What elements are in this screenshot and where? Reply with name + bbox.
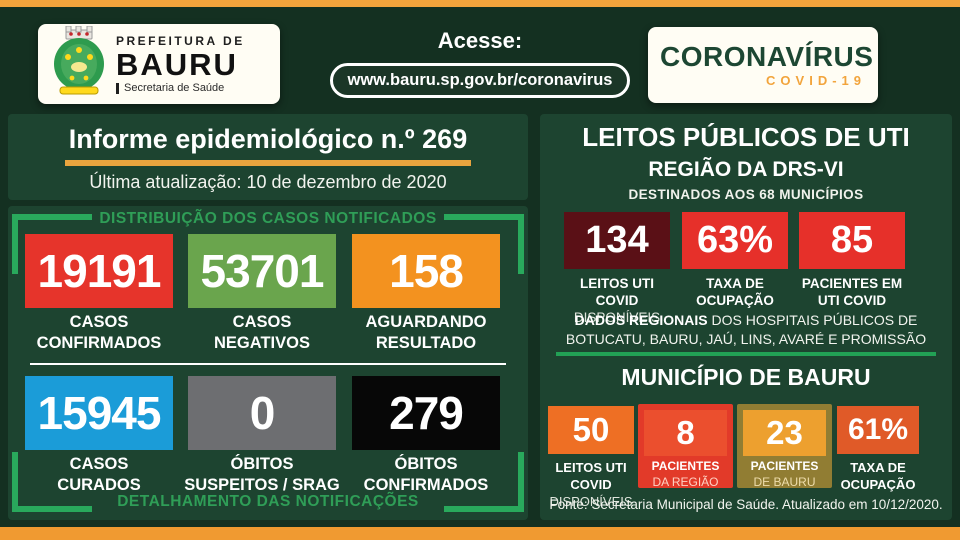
stat-confirmed-deaths-label: ÓBITOS CONFIRMADOS [363,455,489,495]
region-beds-available-label: LEITOS UTI COVID DISPONÍVEIS [573,276,661,325]
cases-divider-line [30,363,506,365]
coronavirus-url-link[interactable]: www.bauru.sp.gov.br/coronavirus [329,63,631,98]
bottom-accent-bar [0,527,960,540]
region-beds-available-value: 134 [564,212,670,269]
icu-divider-line [556,352,936,356]
icu-region-subtitle: REGIÃO DA DRS-VI [648,158,844,181]
top-accent-bar [0,0,960,7]
stat-suspected-deaths-value: 0 [188,376,336,450]
brand-subtitle: COVID-19 [766,72,866,88]
bauru-region-patients-value: 8 [644,410,727,456]
logo-department: Secretaria de Saúde [116,82,245,94]
bracket-top-left [12,214,92,220]
bauru-city-patients-value: 23 [743,410,826,456]
bauru-city-patients-card: 23 PACIENTES DE BAURU [737,404,832,489]
bauru-coat-of-arms-icon [48,25,110,103]
stat-negative-label: CASOS NEGATIVOS [214,313,310,353]
icu-region-note: DESTINADOS AOS 68 MUNICÍPIOS [628,187,864,202]
report-title-panel: Informe epidemiológico n.º 269 Última at… [8,114,528,200]
logo-org-line2: BAURU [116,46,238,82]
icu-panel: LEITOS PÚBLICOS DE UTI REGIÃO DA DRS-VI … [540,114,952,520]
stat-suspected-deaths-label: ÓBITOS SUSPEITOS / SRAG [184,455,340,495]
source-text: Fonte: Secretaria Municipal de Saúde. At… [549,497,943,512]
stat-confirmed-deaths-value: 279 [352,376,500,450]
stat-recovered-label: CASOS CURADOS [57,455,141,495]
region-patients-value: 85 [799,212,905,269]
stat-awaiting-value: 158 [352,234,500,308]
bauru-occupancy-label: TAXA DE OCUPAÇÃO [840,460,916,492]
coronavirus-brand-box: CORONAVÍRUS COVID-19 [648,27,878,103]
access-label: Acesse: [437,28,523,53]
bracket-bottom-right [444,506,524,512]
access-block: Acesse: www.bauru.sp.gov.br/coronavirus [320,28,640,98]
stat-negative-value: 53701 [188,234,336,308]
title-underline [65,160,471,166]
report-title: Informe epidemiológico n.º 269 [68,124,468,154]
cases-panel: DISTRIBUIÇÃO DOS CASOS NOTIFICADOS 19191… [8,206,528,520]
bracket-bottom-right-v [518,452,524,512]
logo-org-line1: PREFEITURA DE [116,33,245,48]
bauru-region-patients-label: PACIENTES DA REGIÃO [651,459,720,489]
cases-section-header: DISTRIBUIÇÃO DOS CASOS NOTIFICADOS [99,210,437,227]
bauru-occupancy-value: 61% [837,406,919,454]
bracket-top-right-v [518,214,524,274]
stat-awaiting-label: AGUARDANDO RESULTADO [365,313,487,353]
bauru-beds-available-value: 50 [548,406,634,454]
bracket-bottom-left-v [12,452,18,512]
regional-data-note: DADOS REGIONAIS DOS HOSPITAIS PÚBLICOS D… [565,312,927,347]
stat-confirmed-value: 19191 [25,234,173,308]
bauru-city-patients-label: PACIENTES DE BAURU [750,459,819,489]
bracket-bottom-left [12,506,92,512]
city-logo-box: PREFEITURA DE BAURU Secretaria de Saúde [38,24,280,104]
bracket-top-left-v [12,214,18,274]
bauru-region-patients-card: 8 PACIENTES DA REGIÃO [638,404,733,489]
cases-section-footer: DETALHAMENTO DAS NOTIFICAÇÕES [117,493,419,510]
region-occupancy-value: 63% [682,212,788,269]
bauru-section-title: MUNICÍPIO DE BAURU [621,364,871,390]
last-updated-text: Última atualização: 10 de dezembro de 20… [89,172,447,192]
region-occupancy-label: TAXA DE OCUPAÇÃO [696,276,774,308]
brand-title: CORONAVÍRUS [660,40,874,72]
stat-confirmed-label: CASOS CONFIRMADOS [36,313,162,353]
bauru-beds-available-label: LEITOS UTI COVID DISPONÍVEIS [549,460,633,509]
region-patients-label: PACIENTES EM UTI COVID [801,276,903,308]
stat-recovered-value: 15945 [25,376,173,450]
icu-title: LEITOS PÚBLICOS DE UTI [582,122,910,152]
bracket-top-right [444,214,524,220]
